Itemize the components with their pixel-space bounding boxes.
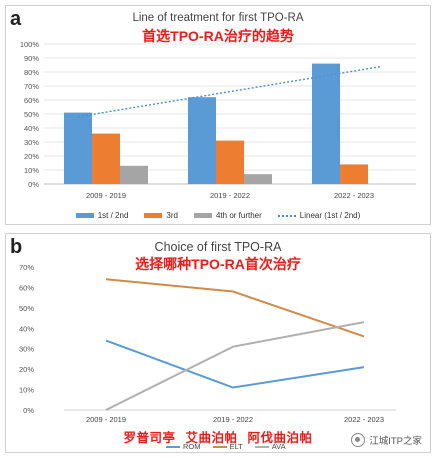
y-tick-label: 40% (24, 124, 39, 133)
legend-swatch (278, 215, 296, 217)
y-tick-label: 30% (24, 138, 39, 147)
legend-swatch (255, 446, 269, 448)
y-tick-label: 10% (24, 166, 39, 175)
legend-item: 1st / 2nd (76, 211, 129, 220)
y-tick-label: 40% (19, 324, 34, 333)
panel-a: a Line of treatment for first TPO-RA 首选T… (5, 5, 431, 225)
legend-item: ROM (166, 442, 201, 451)
legend: ROM ELT AVA (166, 442, 286, 451)
series-line (106, 322, 364, 410)
y-tick-label: 50% (19, 304, 34, 313)
bar (92, 134, 120, 184)
y-tick-label: 60% (19, 283, 34, 292)
y-tick-label: 80% (24, 68, 39, 77)
legend-item: AVA (255, 442, 286, 451)
legend-item: 4th or further (194, 211, 262, 220)
x-tick-label: 2019 - 2022 (213, 415, 253, 424)
x-tick-label: 2022 - 2023 (344, 415, 384, 424)
legend-item: Linear (1st / 2nd) (278, 211, 360, 220)
legend-item: ELT (213, 442, 243, 451)
wechat-channel-icon (351, 433, 365, 447)
legend-label: 1st / 2nd (98, 211, 129, 220)
y-tick-label: 70% (19, 263, 34, 272)
line-chart: 0% 10% 20% 30% 40% 50% 60% 70% 2009 - 2019 2019 -… (6, 234, 430, 439)
x-tick-label: 2009 - 2019 (86, 191, 126, 200)
x-tick-label: 2019 - 2022 (210, 191, 250, 200)
y-tick-label: 60% (24, 96, 39, 105)
bar (64, 113, 92, 184)
x-tick-label: 2009 - 2019 (86, 415, 126, 424)
legend-swatch (144, 213, 162, 218)
y-tick-label: 20% (19, 365, 34, 374)
watermark-text: 江城ITP之家 (369, 433, 422, 447)
y-tick-label: 70% (24, 82, 39, 91)
y-tick-label: 10% (19, 386, 34, 395)
y-tick-label: 90% (24, 54, 39, 63)
bar-chart: 0% 10% 20% 30% 40% 50% 60% 70% 80% 90% 100% 2009 - … (6, 6, 430, 211)
legend-label: 3rd (166, 211, 178, 220)
y-tick-label: 50% (24, 110, 39, 119)
legend-swatch (194, 213, 212, 218)
legend-label: ROM (183, 442, 201, 451)
y-tick-label: 100% (20, 40, 40, 49)
legend-label: ELT (230, 442, 243, 451)
legend-swatch (76, 213, 94, 218)
y-tick-label: 0% (23, 406, 34, 415)
bar (216, 141, 244, 184)
legend-label: Linear (1st / 2nd) (300, 211, 360, 220)
bar (244, 174, 272, 184)
bar (120, 166, 148, 184)
legend-label: AVA (272, 442, 286, 451)
x-tick-label: 2022 - 2023 (334, 191, 374, 200)
series-line (106, 341, 364, 388)
bar (188, 97, 216, 184)
legend-swatch (166, 446, 180, 448)
y-tick-label: 30% (19, 345, 34, 354)
series-line (106, 279, 364, 336)
bar (312, 64, 340, 184)
watermark: 江城ITP之家 (351, 433, 422, 447)
y-tick-label: 0% (28, 180, 39, 189)
legend-swatch (213, 446, 227, 448)
bar (340, 164, 368, 184)
legend: 1st / 2nd 3rd 4th or further Linear (1st… (6, 211, 430, 220)
panel-b: b Choice of first TPO-RA 选择哪种TPO-RA首次治疗 … (5, 233, 431, 453)
legend-label: 4th or further (216, 211, 262, 220)
legend-item: 3rd (144, 211, 178, 220)
y-tick-label: 20% (24, 152, 39, 161)
